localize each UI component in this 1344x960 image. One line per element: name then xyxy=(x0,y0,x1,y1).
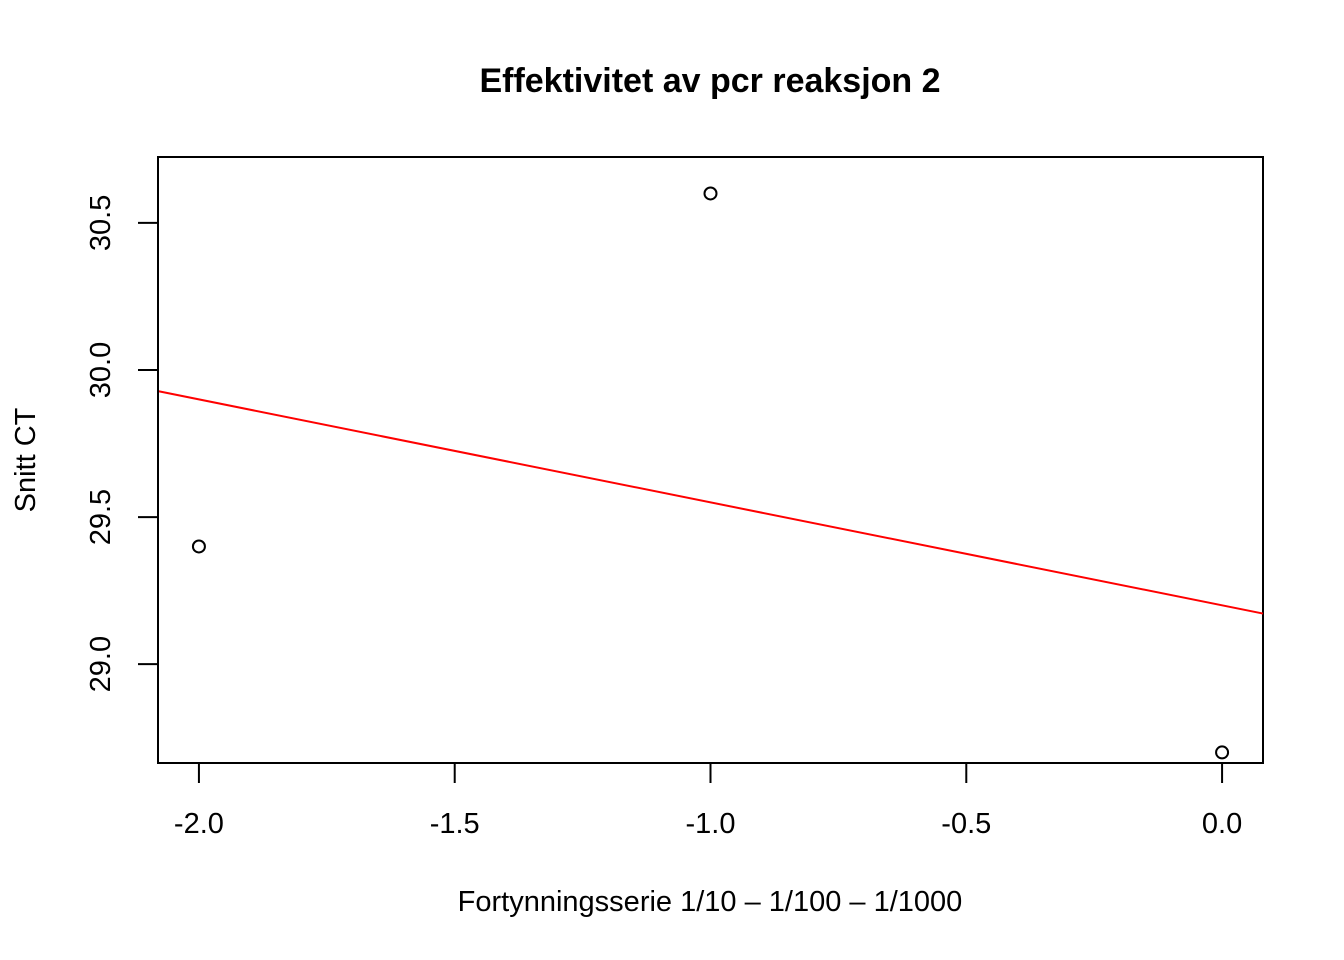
y-axis: 29.0 29.5 30.0 30.5 xyxy=(85,195,159,692)
x-tick-label: -1.5 xyxy=(430,808,480,840)
y-axis-label: Snitt CT xyxy=(10,407,42,512)
data-point xyxy=(1215,745,1230,760)
y-tick-label: 30.0 xyxy=(85,342,117,398)
y-tick-label: 29.5 xyxy=(85,489,117,545)
y-tick-label: 29.0 xyxy=(85,636,117,692)
x-axis-label: Fortynningsserie 1/10 – 1/100 – 1/1000 xyxy=(458,886,963,918)
x-tick-label: -0.5 xyxy=(941,808,991,840)
regression-layer xyxy=(157,390,1264,615)
data-point xyxy=(191,539,206,554)
x-tick-label: -2.0 xyxy=(174,808,224,840)
data-point xyxy=(703,186,718,201)
x-tick-label: -1.0 xyxy=(686,808,736,840)
plot-frame xyxy=(157,156,1264,764)
regression-line xyxy=(157,390,1264,615)
x-axis: -2.0 -1.5 -1.0 -0.5 0.0 xyxy=(174,762,1242,840)
points-layer xyxy=(191,186,1230,760)
chart-title: Effektivitet av pcr reaksjon 2 xyxy=(479,62,940,100)
x-tick-label: 0.0 xyxy=(1202,808,1242,840)
plot-area xyxy=(157,156,1264,764)
y-tick-label: 30.5 xyxy=(85,195,117,251)
